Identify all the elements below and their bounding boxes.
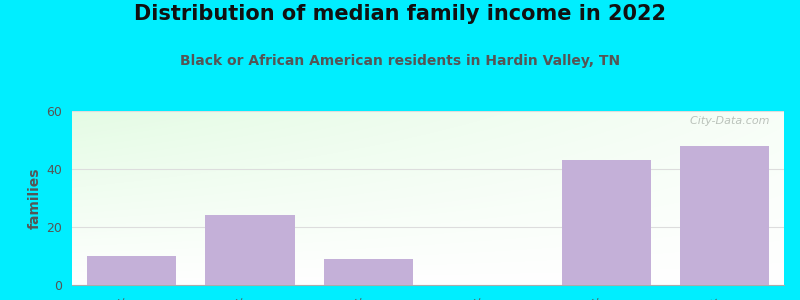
Y-axis label: families: families <box>28 167 42 229</box>
Text: Distribution of median family income in 2022: Distribution of median family income in … <box>134 4 666 25</box>
Text: Black or African American residents in Hardin Valley, TN: Black or African American residents in H… <box>180 54 620 68</box>
Bar <box>562 160 650 285</box>
Bar <box>680 146 769 285</box>
Text: City-Data.com: City-Data.com <box>683 116 770 126</box>
Bar <box>206 215 294 285</box>
Bar <box>87 256 176 285</box>
Bar <box>324 259 413 285</box>
